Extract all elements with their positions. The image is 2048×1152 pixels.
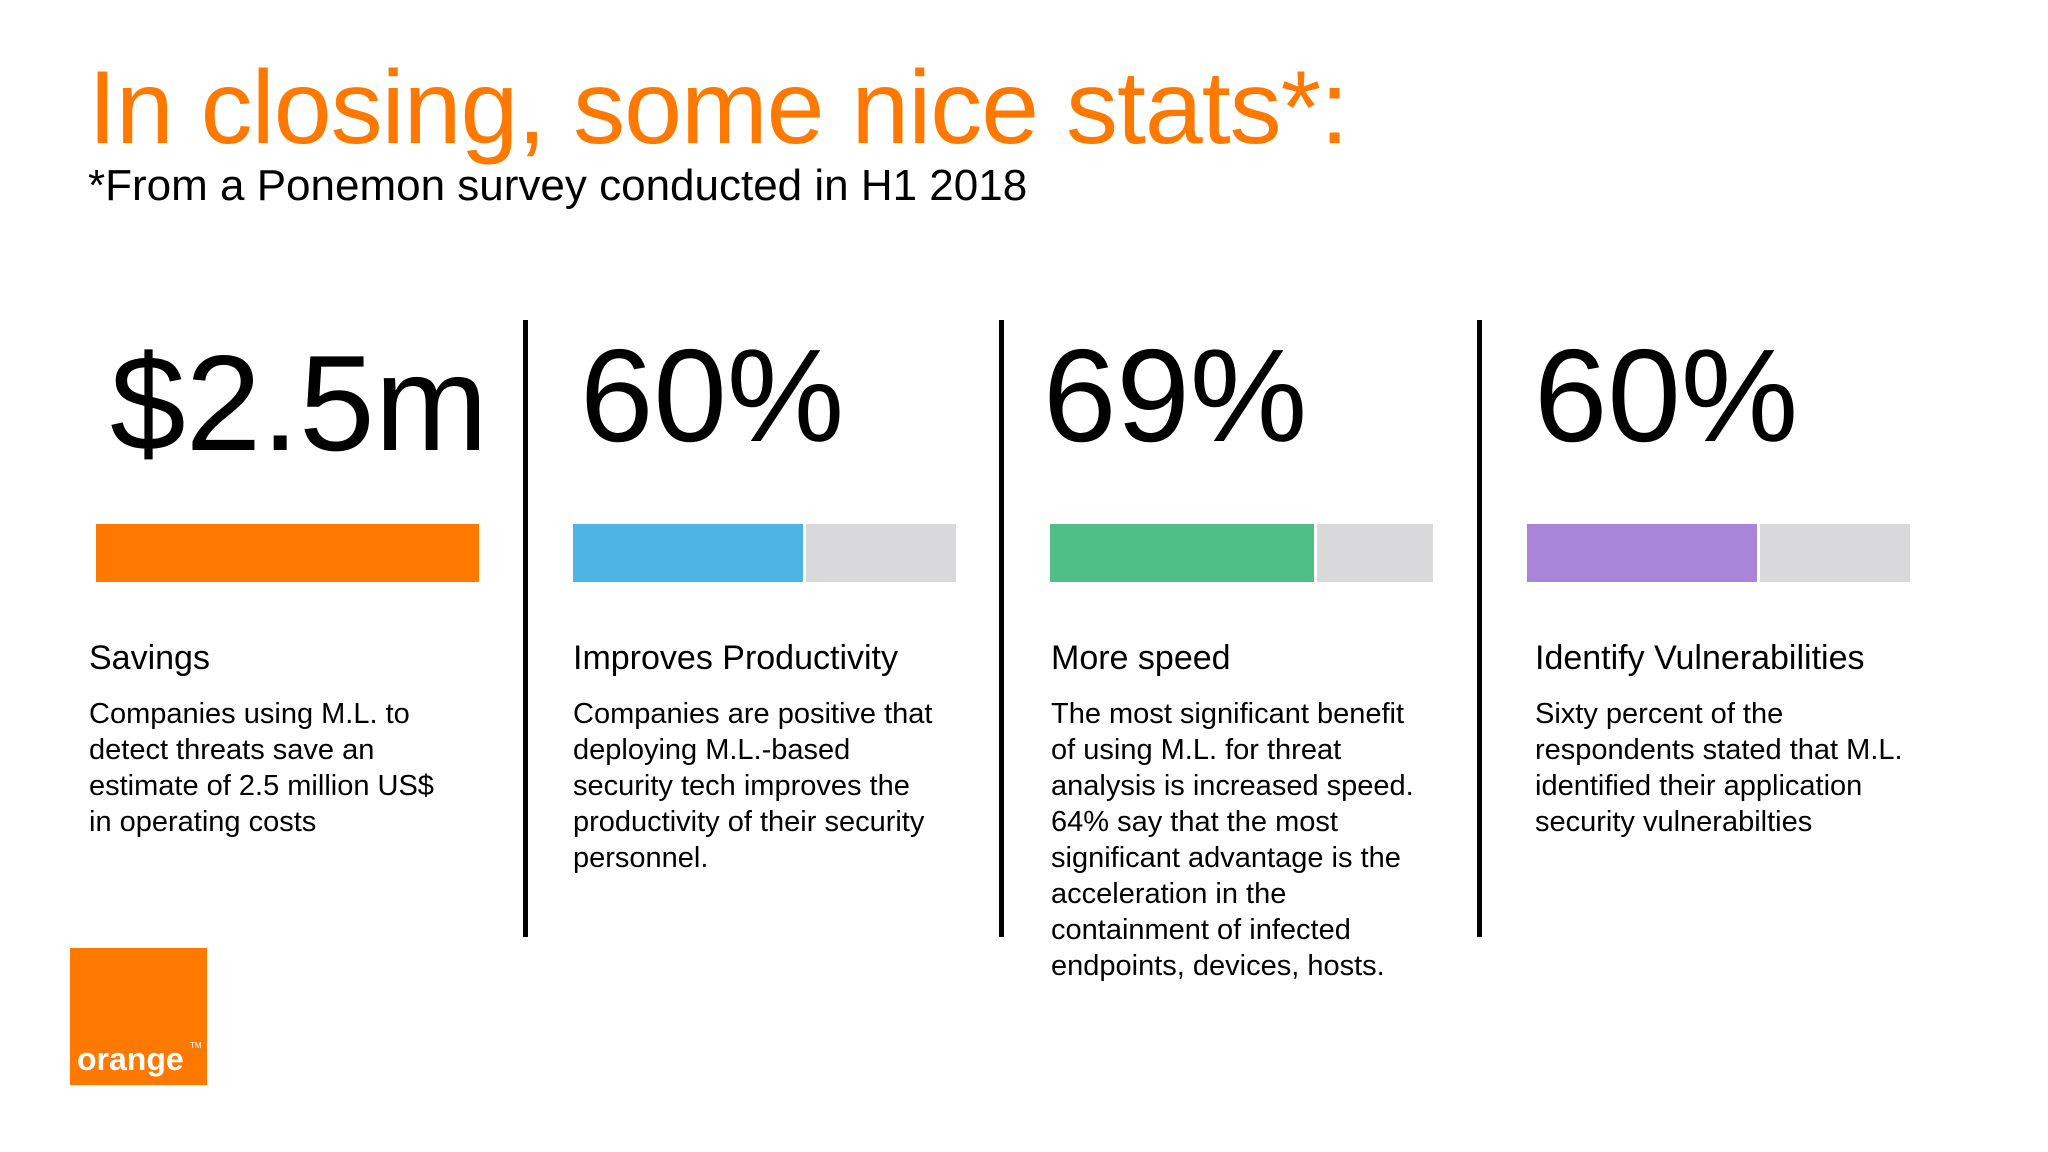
column-divider (523, 320, 528, 937)
stat-description: Companies are positive that deploying M.… (573, 698, 933, 874)
stat-value: 69% (1043, 322, 1308, 469)
stat-description: Sixty percent of the respondents stated … (1535, 698, 1903, 838)
stat-bar-gap (1314, 524, 1318, 582)
stat-bar (96, 524, 479, 582)
logo-text: orange (77, 1041, 184, 1077)
slide-subtitle: *From a Ponemon survey conducted in H1 2… (88, 161, 1028, 210)
stat-heading: Improves Productivity (573, 639, 898, 677)
stat-bar (1527, 524, 1910, 582)
orange-logo: orange TM (70, 948, 207, 1085)
stat-bar-track (805, 524, 956, 582)
slide-title: In closing, some nice stats*: (88, 50, 1349, 166)
column-divider (999, 320, 1004, 937)
stat-bar (1050, 524, 1433, 582)
stat-value: 60% (580, 322, 845, 469)
stat-bar (573, 524, 956, 582)
stat-bar-fill (1527, 524, 1757, 582)
stat-bar-track (1317, 524, 1433, 582)
stat-bar-gap (802, 524, 806, 582)
stat-heading: Identify Vulnerabilities (1535, 639, 1865, 677)
logo-trademark: TM (190, 1041, 202, 1050)
stat-value: 60% (1534, 322, 1799, 469)
stat-value: $2.5m (110, 327, 488, 479)
stat-bar-fill (573, 524, 803, 582)
stat-heading: Savings (89, 639, 210, 677)
stat-bar-fill (96, 524, 479, 582)
stat-bar-fill (1050, 524, 1315, 582)
stat-description: Companies using M.L. to detect threats s… (89, 698, 434, 838)
stat-heading: More speed (1051, 639, 1231, 677)
stat-description: The most significant benefit of using M.… (1051, 698, 1414, 982)
stat-bar-gap (1756, 524, 1760, 582)
column-divider (1477, 320, 1482, 937)
stat-bar-track (1759, 524, 1910, 582)
